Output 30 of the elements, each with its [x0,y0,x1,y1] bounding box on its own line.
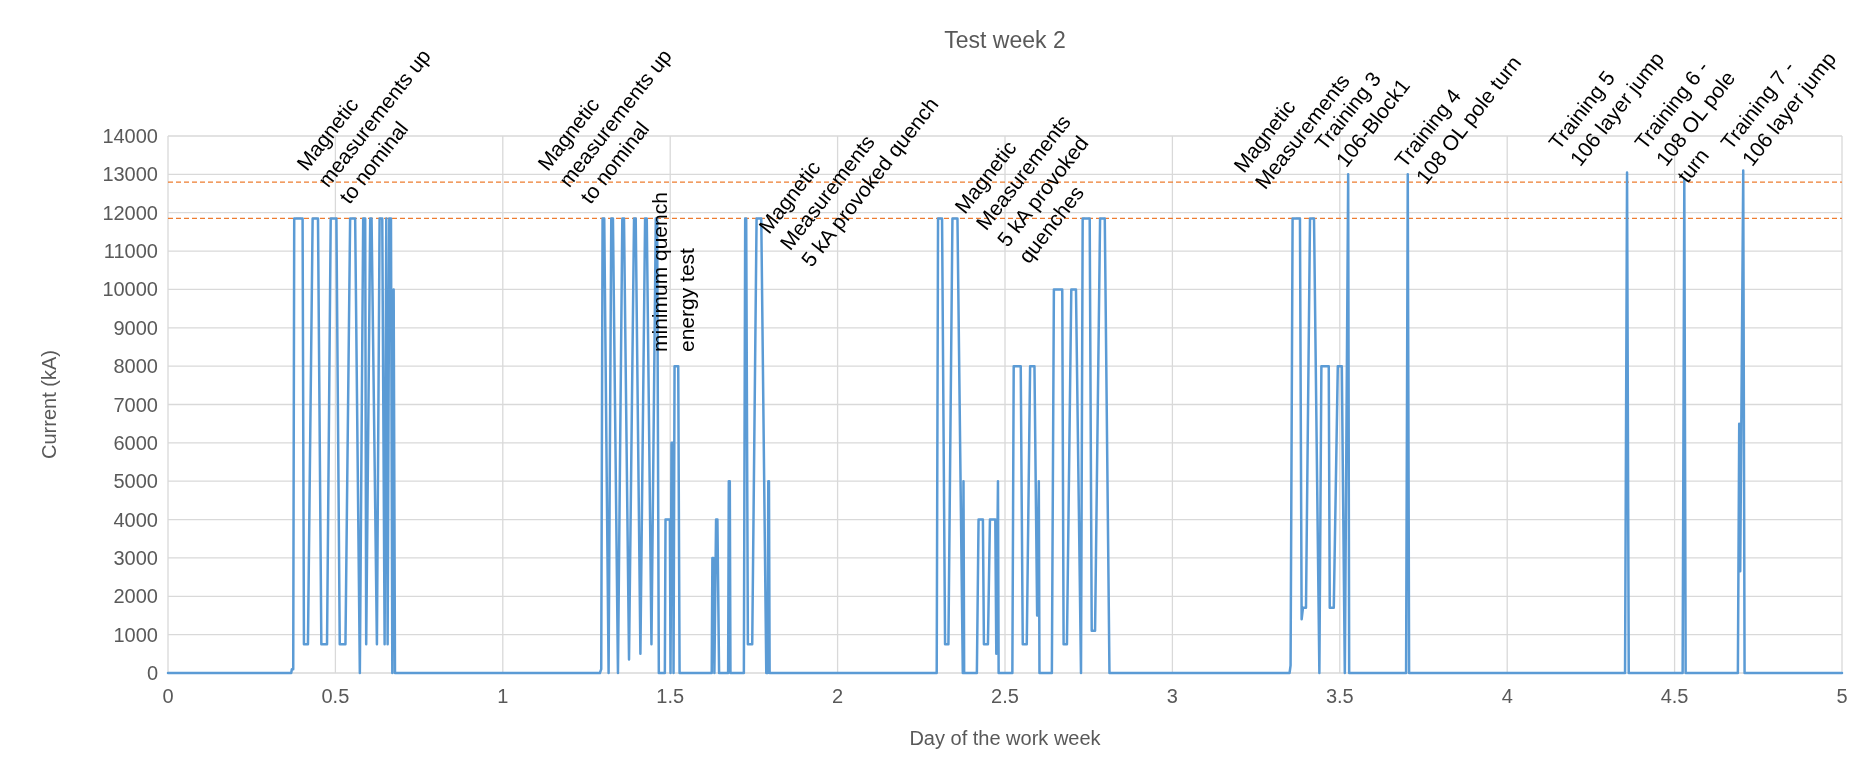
y-tick-label: 2000 [113,585,158,608]
y-tick-label: 7000 [113,393,158,416]
y-tick-label: 9000 [113,316,158,339]
x-tick-label: 0.5 [321,685,350,707]
y-tick-label: 4000 [113,508,158,531]
x-tick-label: 3.5 [1325,685,1354,707]
y-axis-title: Current (kA) [38,350,60,459]
x-tick-label: 3 [1166,685,1178,707]
y-tick-label: 6000 [113,431,158,454]
y-tick-label: 0 [146,662,158,684]
x-axis-title: Day of the work week [909,727,1102,749]
y-tick-label: 10000 [102,278,158,301]
x-tick-label: 5 [1836,685,1848,707]
chart-title: Test week 2 [944,27,1066,53]
y-tick-label: 8000 [113,355,158,378]
y-tick-label: 3000 [113,546,158,569]
x-tick-label: 1 [497,685,509,707]
x-tick-label: 0 [162,685,174,707]
y-tick-label: 5000 [113,470,158,493]
x-tick-label: 2 [832,685,844,707]
annotation: minimum quench energy test [648,192,698,352]
y-tick-label: 12000 [102,201,158,224]
x-tick-label: 2.5 [991,685,1019,707]
y-tick-label: 13000 [102,163,158,186]
x-tick-label: 4 [1501,685,1513,707]
y-tick-label: 1000 [113,623,158,646]
x-tick-label: 4.5 [1660,685,1689,707]
y-tick-label: 14000 [102,125,158,147]
y-tick-label: 11000 [103,240,158,263]
x-tick-label: 1.5 [656,685,685,707]
